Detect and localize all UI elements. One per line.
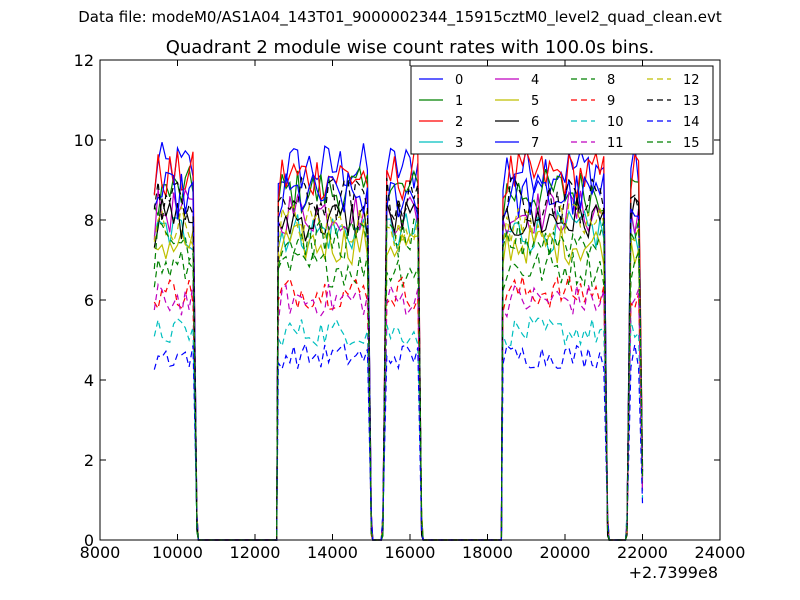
legend-label: 8 [607, 73, 615, 88]
series-line-5 [154, 224, 644, 541]
chart-title: Quadrant 2 module wise count rates with … [165, 37, 655, 58]
series-line-12 [153, 202, 644, 541]
legend-label: 0 [455, 73, 463, 88]
plot-lines [153, 142, 644, 541]
x-tick-label: 18000 [462, 543, 513, 562]
series-line-1 [153, 165, 644, 541]
series-line-15 [153, 218, 644, 541]
y-tick-label: 12 [74, 51, 94, 70]
legend-label: 7 [531, 136, 539, 151]
x-tick-label: 16000 [385, 543, 436, 562]
legend-label: 10 [607, 115, 624, 130]
y-tick-label: 0 [84, 531, 94, 550]
legend-label: 15 [683, 136, 700, 151]
x-tick-label: 22000 [617, 543, 668, 562]
series-line-7 [153, 171, 644, 541]
legend-box [410, 65, 714, 155]
legend-label: 6 [531, 115, 539, 130]
x-tick-label: 12000 [230, 543, 281, 562]
axis-ticks: 8000 10000 12000 14000 16000 18000 20000 22000 2… [74, 51, 746, 562]
series-line-9 [153, 275, 644, 541]
legend-label: 2 [455, 115, 463, 130]
y-tick-label: 8 [84, 211, 94, 230]
series-line-10 [153, 315, 644, 541]
legend-label: 4 [531, 73, 539, 88]
legend-label: 3 [455, 136, 463, 151]
x-tick-label: 8000 [80, 543, 121, 562]
y-tick-label: 10 [74, 131, 94, 150]
x-tick-label: 24000 [695, 543, 746, 562]
supertitle: Data file: modeM0/AS1A04_143T01_90000023… [78, 8, 722, 26]
y-tick-label: 6 [84, 291, 94, 310]
series-line-2 [153, 149, 644, 541]
x-tick-label: 14000 [307, 543, 358, 562]
series-line-14 [153, 341, 644, 541]
y-tick-label: 2 [84, 451, 94, 470]
legend-label: 12 [683, 73, 700, 88]
series-line-11 [153, 282, 644, 541]
series-line-8 [153, 249, 644, 541]
legend-label: 1 [455, 94, 463, 109]
legend-label: 11 [607, 136, 624, 151]
legend-label: 14 [683, 115, 700, 130]
x-tick-label: 10000 [152, 543, 203, 562]
legend-label: 13 [683, 94, 700, 109]
x-offset-label: +2.7399e8 [629, 563, 718, 582]
series-line-13 [153, 176, 644, 541]
y-tick-label: 4 [84, 371, 94, 390]
x-tick-label: 20000 [540, 543, 591, 562]
legend-label: 5 [531, 94, 539, 109]
legend-label: 9 [607, 94, 615, 109]
